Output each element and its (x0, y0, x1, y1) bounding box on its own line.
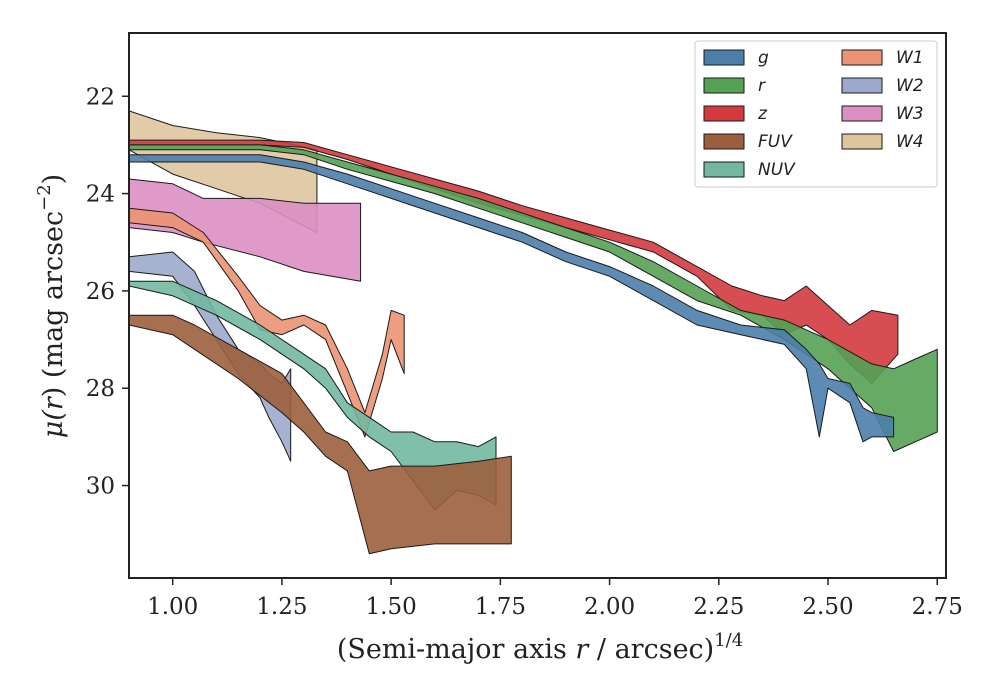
band-r (129, 144, 938, 452)
y-tick-label: 24 (86, 182, 115, 208)
legend-label-w3: W3 (896, 104, 924, 124)
profile-bands (129, 110, 938, 555)
x-tick-label: 1.50 (366, 594, 417, 620)
x-tick-label: 2.25 (693, 594, 744, 620)
legend-swatch-w1 (841, 49, 883, 66)
x-tick-label: 2.00 (584, 594, 635, 620)
y-tick-label: 26 (86, 279, 115, 305)
x-tick-label: 2.50 (802, 594, 853, 620)
legend: grz FUV NUV W1 W2 W3 W4 (694, 40, 938, 188)
band-w3 (129, 178, 362, 282)
band-g (129, 154, 895, 443)
legend-swatch-r (703, 77, 745, 94)
legend-label-w1: W1 (896, 48, 924, 68)
legend-swatch-g (703, 49, 745, 66)
legend-swatch-z (703, 105, 745, 122)
x-axis-ticks: 1.00 1.25 1.50 1.75 2.00 2.25 2.50 2.75 (147, 578, 963, 620)
x-tick-label: 1.00 (147, 594, 198, 620)
legend-swatch-nuv (703, 161, 745, 178)
legend-label-z: z (757, 104, 768, 124)
legend-swatch-w3 (841, 105, 883, 122)
legend-label-w2: W2 (896, 76, 924, 96)
legend-label-nuv: NUV (758, 160, 796, 180)
legend-items: grz FUV NUV W1 W2 W3 W4 (703, 48, 924, 180)
y-tick-label: 22 (86, 84, 115, 110)
plot-frame (128, 32, 947, 579)
x-tick-label: 1.25 (256, 594, 307, 620)
legend-label-w4: W4 (896, 132, 924, 152)
y-tick-label: 28 (86, 376, 115, 402)
legend-swatch-fuv (703, 133, 745, 150)
legend-label-r: r (758, 76, 766, 96)
x-axis-label: (Semi-major axis r / arcsec)1/4 (337, 630, 743, 665)
band-w1 (129, 207, 405, 438)
band-fuv (129, 314, 512, 555)
y-tick-label: 30 (86, 474, 115, 500)
y-axis-label: μ(r) (mag arcsec−2) (34, 174, 69, 438)
legend-swatch-w2 (841, 77, 883, 94)
legend-label-g: g (758, 48, 769, 68)
x-tick-label: 1.75 (475, 594, 526, 620)
x-tick-label: 2.75 (912, 594, 963, 620)
legend-swatch-w4 (841, 133, 883, 150)
legend-label-fuv: FUV (758, 132, 793, 152)
y-axis-ticks: 22 24 26 28 30 (86, 84, 129, 500)
